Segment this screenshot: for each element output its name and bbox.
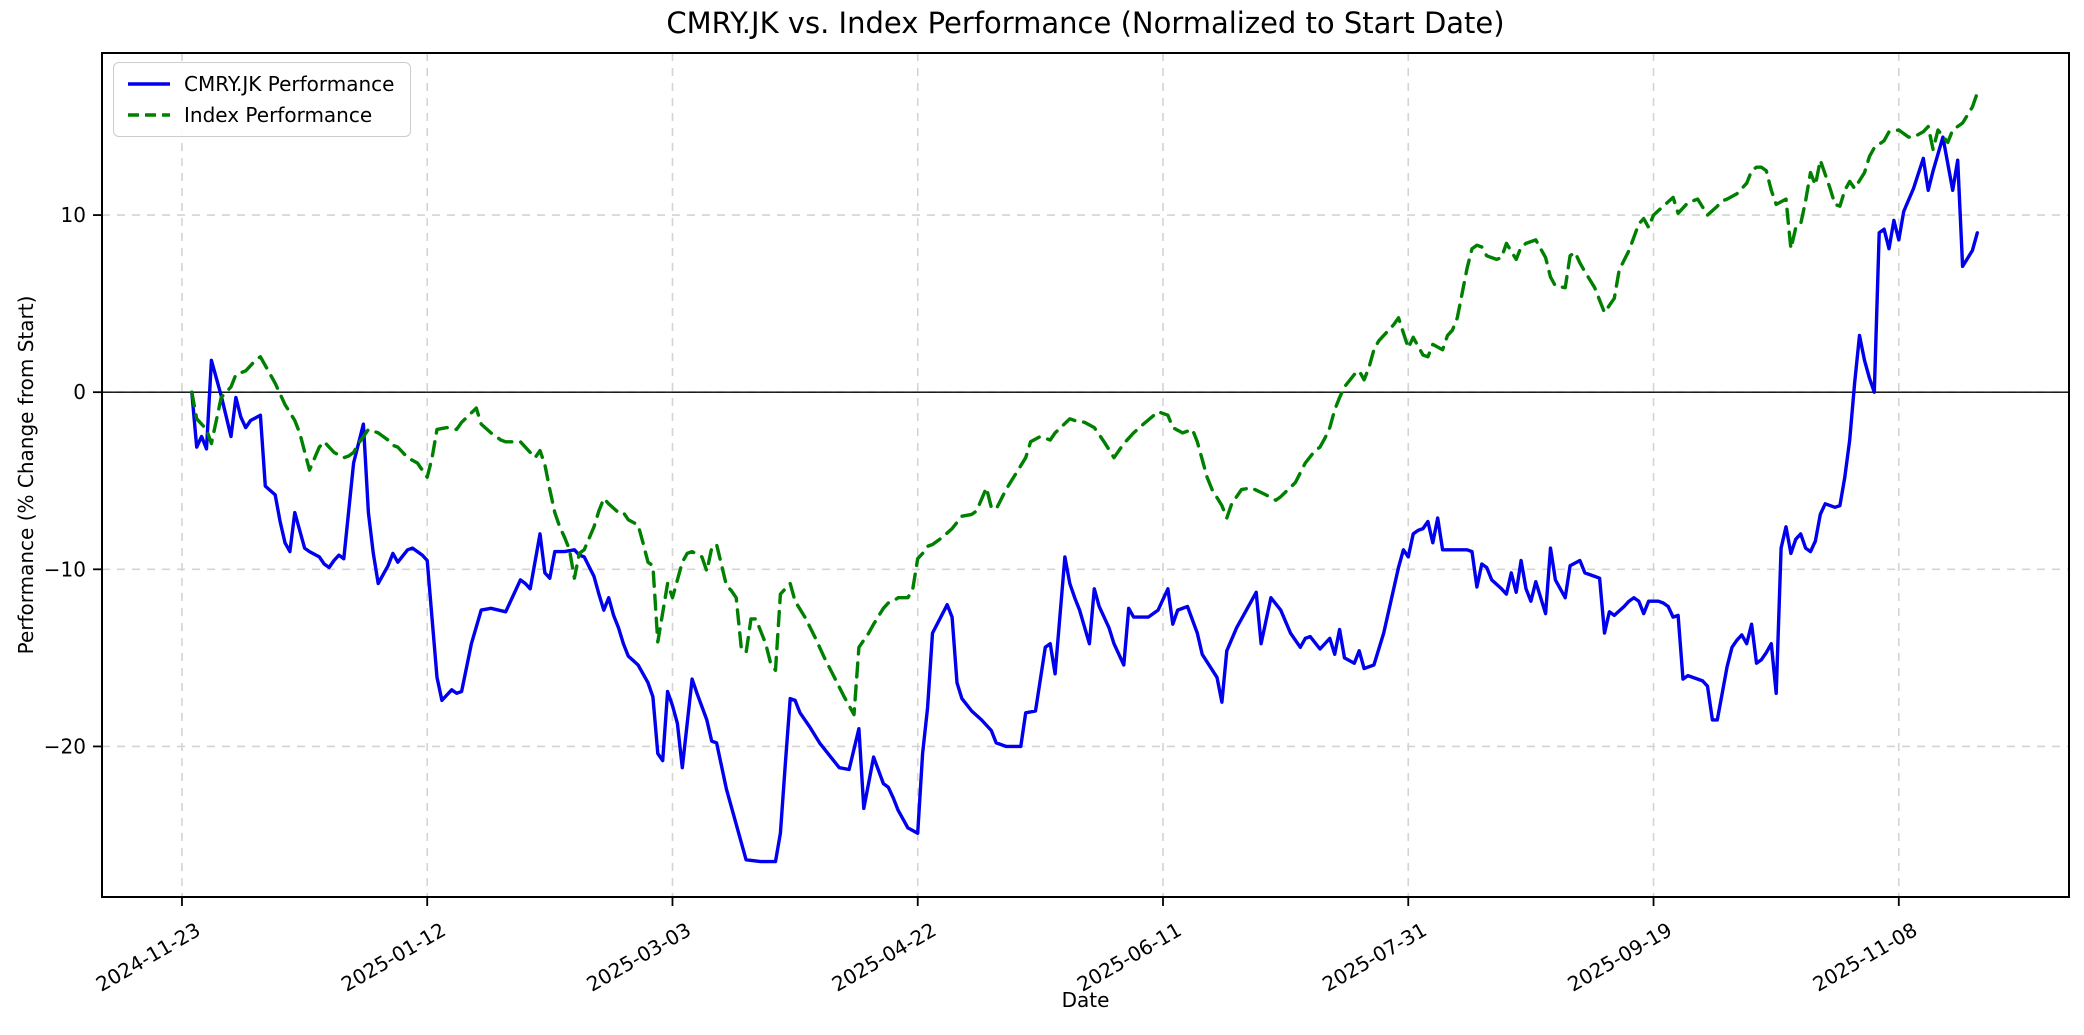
series-line-cmry [190, 135, 1980, 864]
y-axis-label: Performance (% Change from Start) [14, 295, 38, 655]
x-axis-label: Date [1061, 988, 1110, 1012]
x-tick-label: 2025-11-08 [1809, 918, 1922, 997]
chart-title: CMRY.JK vs. Index Performance (Normalize… [666, 6, 1505, 40]
plot-border [101, 52, 2070, 898]
x-tick-label: 2024-11-23 [92, 918, 205, 997]
x-tick-label: 2025-03-03 [582, 918, 695, 997]
y-tick-label: 0 [73, 380, 86, 404]
legend-item-cmry: CMRY.JK Performance [126, 72, 394, 96]
legend-line-sample-solid [128, 82, 170, 86]
legend-label-index: Index Performance [184, 103, 373, 127]
series-line-index [190, 91, 1980, 717]
x-tick-label: 2025-01-12 [337, 918, 450, 997]
legend-label-cmry: CMRY.JK Performance [184, 72, 395, 96]
x-tick-label: 2025-04-22 [828, 918, 941, 997]
y-tick-label: −10 [44, 557, 86, 581]
x-tick-label: 2025-07-31 [1318, 918, 1431, 997]
x-tick-label: 2025-06-11 [1073, 918, 1186, 997]
y-tick-label: −20 [44, 734, 86, 758]
legend-item-index: Index Performance [126, 103, 394, 127]
legend-line-sample-dashed [128, 113, 170, 117]
legend: CMRY.JK Performance Index Performance [113, 62, 412, 137]
x-tick-label: 2025-09-19 [1563, 918, 1676, 997]
y-tick-label: 10 [61, 203, 86, 227]
